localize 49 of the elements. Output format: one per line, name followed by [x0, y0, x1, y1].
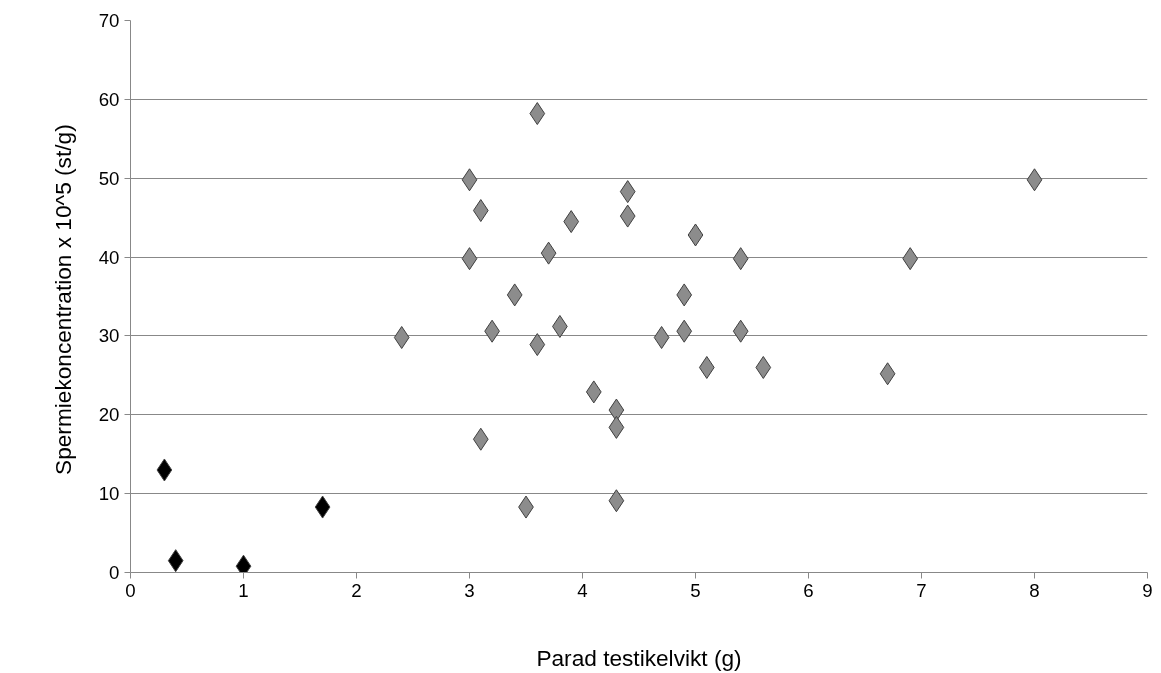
point [563, 210, 580, 234]
x-tick-label: 4 [577, 579, 588, 601]
point [585, 380, 602, 404]
y-tick-label: 30 [98, 325, 120, 347]
point [902, 247, 919, 271]
point [687, 223, 704, 247]
point [461, 247, 478, 271]
point [676, 319, 693, 343]
point [540, 241, 557, 265]
point [698, 355, 715, 379]
y-tick-label: 50 [98, 167, 120, 189]
y-axis-title: Spermiekoncentration x 10^5 (st/g) [49, 124, 76, 475]
x-tick-label: 7 [916, 579, 927, 601]
point [461, 168, 478, 192]
point [619, 180, 636, 204]
point [732, 247, 749, 271]
point [676, 283, 693, 307]
x-tick-label: 1 [238, 579, 249, 601]
x-tick-label: 6 [803, 579, 814, 601]
x-tick-label: 0 [125, 579, 136, 601]
point [529, 333, 546, 357]
point [608, 415, 625, 439]
point [879, 362, 896, 386]
y-tick-label: 60 [98, 88, 120, 110]
point [314, 495, 331, 519]
point [156, 458, 173, 482]
x-axis-title: Parad testikelvikt (g) [536, 644, 742, 671]
x-tick-label: 8 [1029, 579, 1040, 601]
point [506, 283, 523, 307]
point [167, 549, 184, 573]
x-tick-label: 2 [351, 579, 362, 601]
point [472, 427, 489, 451]
point [1026, 168, 1043, 192]
x-tick-label: 3 [464, 579, 475, 601]
y-tick-label: 40 [98, 246, 120, 268]
x-tick-label: 9 [1142, 579, 1153, 601]
point [472, 199, 489, 223]
point [732, 319, 749, 343]
y-tick-label: 70 [98, 10, 120, 31]
point [393, 326, 410, 350]
point [608, 489, 625, 513]
point [619, 204, 636, 228]
point [653, 326, 670, 350]
point [755, 355, 772, 379]
y-tick-label: 20 [98, 404, 120, 426]
point [529, 102, 546, 126]
y-tick-label: 0 [109, 562, 120, 583]
y-tick-label: 10 [98, 483, 120, 505]
x-tick-label: 5 [690, 579, 701, 601]
